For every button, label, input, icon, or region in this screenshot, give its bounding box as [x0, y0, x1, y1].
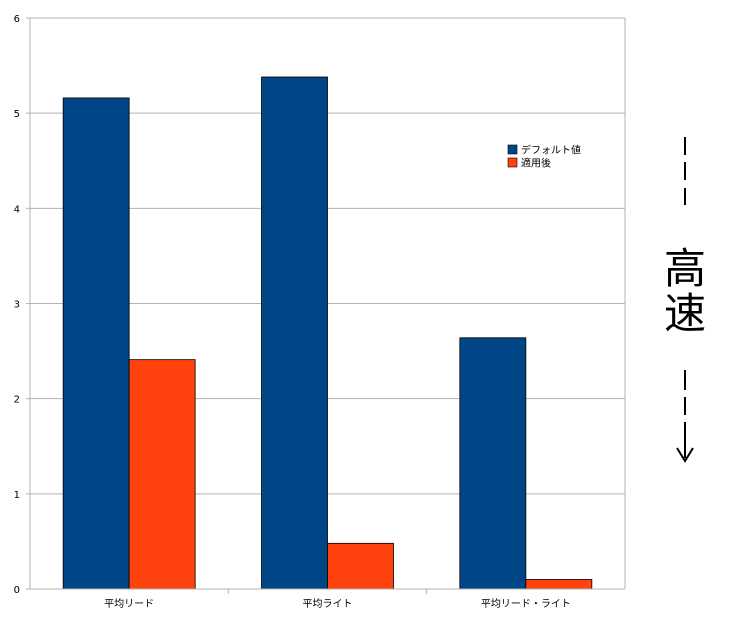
legend-swatch — [507, 157, 518, 168]
y-tick-label: 3 — [14, 300, 20, 311]
bar-default-1 — [261, 76, 328, 590]
x-tick-label: 平均リード — [104, 598, 154, 610]
y-tick-label: 4 — [14, 204, 20, 215]
bar-applied-0 — [128, 359, 196, 590]
bar-default-0 — [62, 97, 130, 590]
y-tick-label: 5 — [14, 109, 20, 120]
legend-swatch — [507, 144, 518, 155]
y-tick-label: 0 — [14, 585, 20, 596]
x-tick-label: 平均ライト — [303, 598, 353, 610]
y-axis-ticks: 0 1 2 3 4 5 6 — [14, 14, 30, 596]
arrow-head-icon — [676, 447, 694, 463]
y-tick-label: 6 — [14, 14, 20, 25]
bars — [62, 76, 593, 590]
legend-label: デフォルト値 — [521, 144, 581, 157]
bar-applied-1 — [327, 542, 394, 590]
x-axis-labels: 平均リード 平均ライト 平均リード・ライト — [104, 598, 571, 610]
bar-default-2 — [459, 337, 527, 590]
axes — [29, 18, 626, 594]
legend-label: 適用後 — [521, 157, 551, 170]
annotation-text-top: 高 — [664, 244, 706, 293]
annotation-text-bottom: 速 — [664, 289, 706, 338]
speed-annotation: 高 速 — [664, 137, 706, 463]
x-tick-label: 平均リード・ライト — [481, 598, 571, 610]
y-tick-label: 1 — [14, 490, 20, 501]
bar-applied-2 — [525, 579, 593, 590]
y-tick-label: 2 — [14, 395, 20, 406]
